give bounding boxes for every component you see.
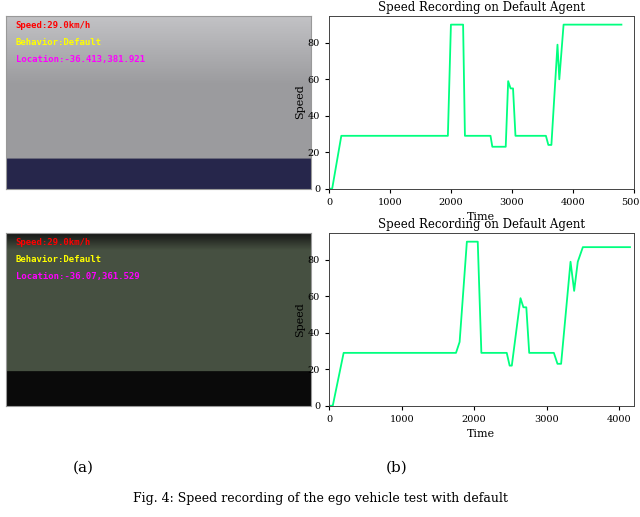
Y-axis label: Speed: Speed <box>295 302 305 337</box>
Text: (b): (b) <box>386 461 408 475</box>
Title: Speed Recording on Default Agent: Speed Recording on Default Agent <box>378 218 585 232</box>
X-axis label: Time: Time <box>467 212 495 222</box>
Text: Behavior:Default: Behavior:Default <box>15 255 102 264</box>
X-axis label: Time: Time <box>467 429 495 439</box>
Text: (a): (a) <box>73 461 93 475</box>
Title: Speed Recording on Default Agent: Speed Recording on Default Agent <box>378 2 585 14</box>
Text: Behavior:Default: Behavior:Default <box>15 38 102 47</box>
Text: Location:-36.07,361.529: Location:-36.07,361.529 <box>15 272 139 281</box>
Text: Speed:29.0km/h: Speed:29.0km/h <box>15 21 91 29</box>
Text: Speed:29.0km/h: Speed:29.0km/h <box>15 238 91 247</box>
Text: Fig. 4: Speed recording of the ego vehicle test with default: Fig. 4: Speed recording of the ego vehic… <box>132 492 508 506</box>
Text: Location:-36.413,381.921: Location:-36.413,381.921 <box>15 55 145 64</box>
Y-axis label: Speed: Speed <box>295 85 305 119</box>
